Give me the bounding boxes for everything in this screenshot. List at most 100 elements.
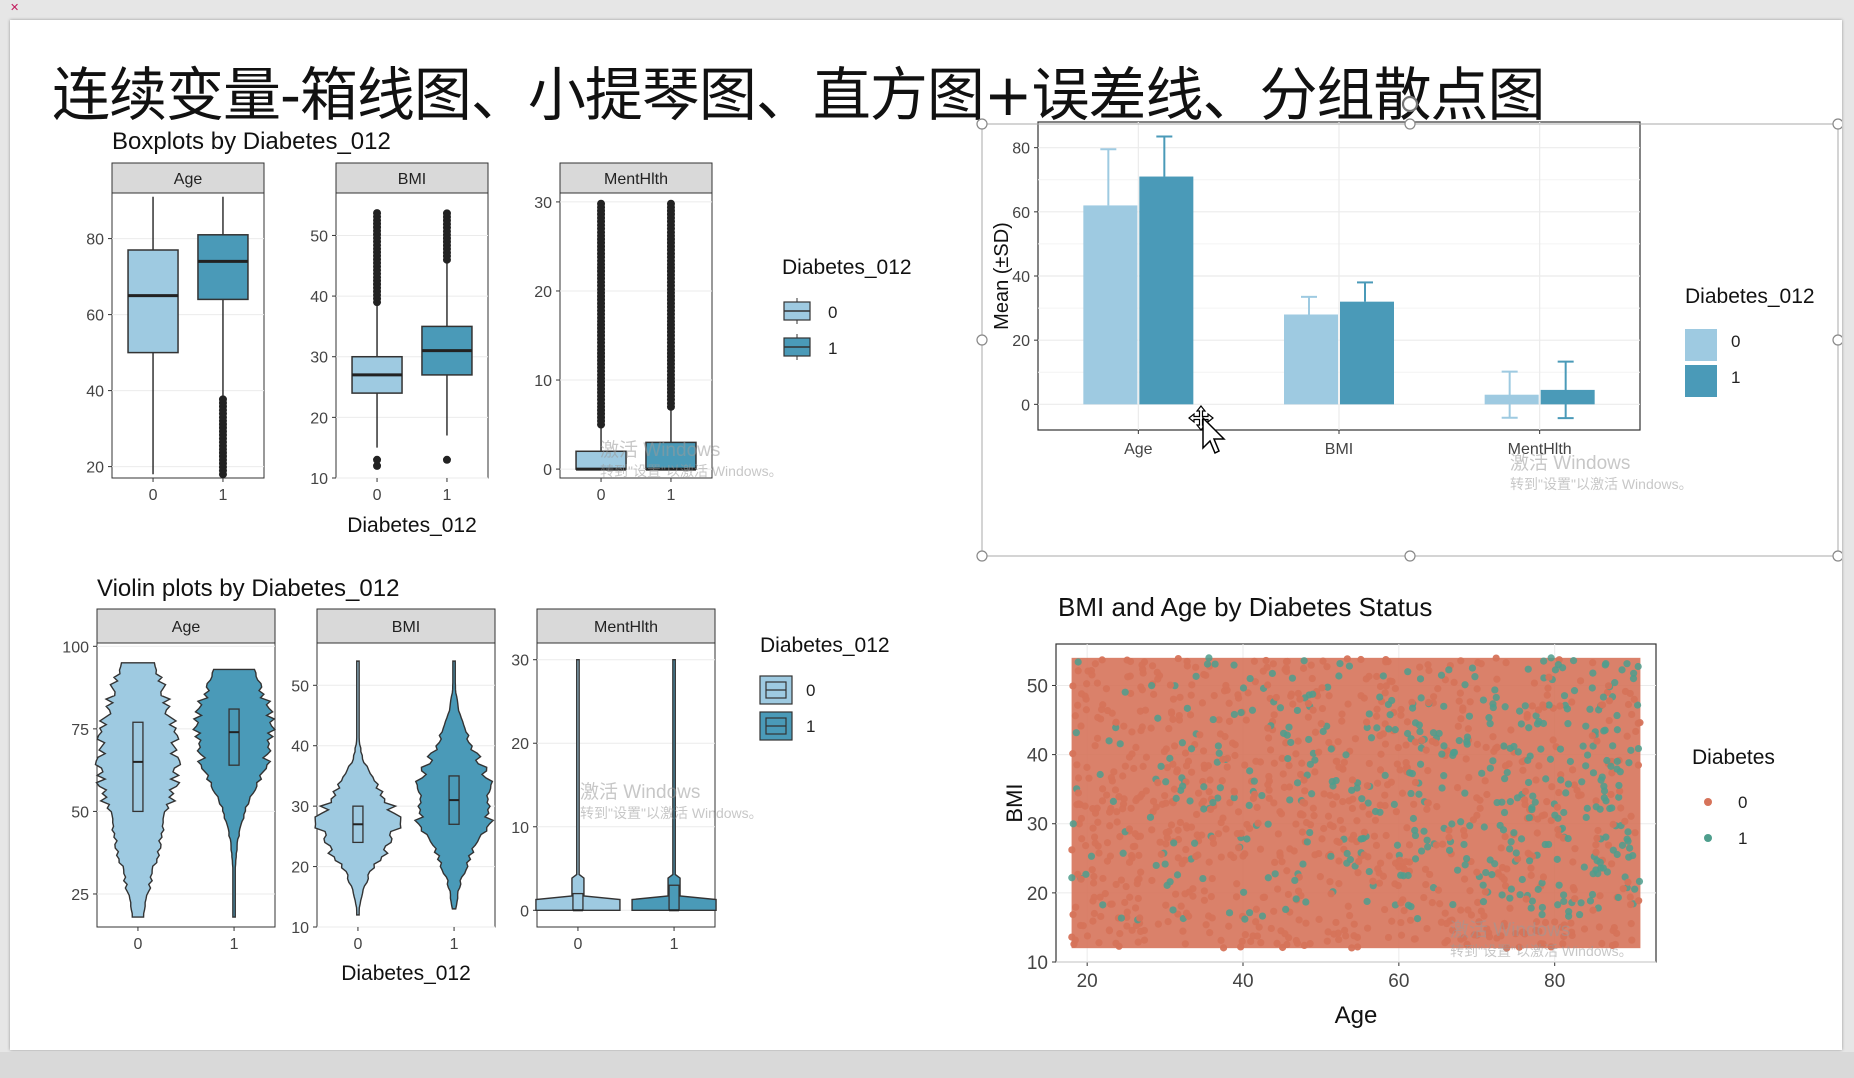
scatter-point-0 [1264,734,1273,742]
selection-handle[interactable] [1404,118,1416,130]
selection-handle[interactable] [976,334,988,346]
scatter-point-0 [1394,743,1402,752]
x-tick-label: 1 [219,487,228,504]
selection-handle[interactable] [976,118,988,130]
scatter-point-0 [1350,920,1358,928]
legend-title: Diabetes_012 [782,256,912,279]
scatter-point-0 [1547,943,1555,951]
scatter-point-1 [1397,871,1405,879]
scatter-point-1 [1404,901,1413,909]
scatter-point-1 [1435,729,1443,738]
scatter-point-0 [1560,932,1568,941]
scatter-point-1 [1162,778,1170,786]
scatter-point-1 [1345,662,1354,670]
scatter-point-1 [1529,792,1537,800]
scatter-point-0 [1568,698,1576,706]
scatter-point-1 [1501,703,1509,711]
scatter-point-1 [1635,877,1644,886]
selection-handle[interactable] [976,550,988,562]
scatter-point-0 [1198,699,1207,707]
outlier-point [597,199,606,208]
scatter-point-0 [1253,803,1261,811]
scatter-point-0 [1077,814,1086,823]
scatter-point-0 [1594,826,1602,835]
scatter-point-0 [1073,761,1081,769]
scatter-point-1 [1564,834,1572,843]
scatter-point-0 [1376,801,1384,809]
scatter-point-0 [1604,682,1613,690]
rotate-handle-icon[interactable] [1401,95,1419,113]
y-tick-label: 20 [1012,333,1030,350]
scatter-point-0 [1225,699,1233,707]
scatter-point-1 [1186,797,1194,805]
scatter-point-0 [1094,842,1102,850]
x-axis-label: Age [1335,1002,1378,1029]
scatter-point-0 [1445,833,1453,842]
scatter-point-0 [1090,833,1099,841]
scatter-point-0 [1128,750,1136,758]
scatter-point-0 [1228,739,1237,747]
scatter-point-0 [1353,943,1362,951]
scatter-point-1 [1556,745,1565,753]
scatter-point-0 [1120,722,1128,730]
scatter-point-0 [1323,663,1331,671]
scatter-point-0 [1344,700,1352,708]
scatter-point-1 [1595,706,1603,714]
scatter-point-0 [1074,667,1082,675]
scatter-point-1 [1146,813,1155,821]
y-tick-label: 20 [1027,884,1048,905]
selection-handle[interactable] [1404,550,1416,562]
scatter-point-0 [1250,657,1258,665]
scatter-point-0 [1202,921,1210,929]
selection-handle[interactable] [1832,334,1842,346]
scatter-point-1 [1517,720,1525,728]
app-icon[interactable]: ✕ [0,0,36,14]
scatter-point-0 [1624,700,1633,709]
bar-chart[interactable]: 0 20 40 60 80 Age BMI MentHlth Mean (±SD) Diabete… [965,92,1842,562]
scatter-point-0 [1533,829,1541,837]
scatter-point-1 [1293,779,1302,787]
facet-panel-bmi: BMI 10 20 30 40 50 0 1 [310,162,489,504]
scatter-point-1 [1623,660,1631,668]
scatter-point-1 [1363,723,1371,732]
scatter-point-0 [1075,820,1083,828]
scatter-point-0 [1532,776,1540,784]
scatter-point-0 [1424,661,1432,669]
scatter-point-0 [1556,702,1564,710]
cursor-move-icon [1188,405,1226,455]
scatter-point-1 [1376,808,1384,816]
selection-handle[interactable] [1832,118,1842,130]
scatter-point-1 [1592,803,1600,811]
violin-shape [535,659,621,911]
scatter-point-0 [1460,875,1469,883]
scatter-point-1 [1413,915,1422,923]
x-tick-label: 20 [1077,971,1098,992]
scatter-point-1 [1364,799,1372,807]
scatter-point-1 [1515,707,1524,715]
scatter-point-0 [1068,846,1076,854]
y-tick-label: 10 [511,820,529,837]
scatter-point-1 [1607,762,1615,770]
scatter-point-1 [1479,696,1488,704]
scatter-point-1 [1577,899,1585,907]
scatter-point-0 [1217,936,1225,944]
scatter-point-0 [1133,880,1141,888]
scatter-point-0 [1511,930,1520,938]
scatter-point-0 [1605,697,1614,705]
scatter-point-0 [1372,841,1381,849]
scatter-point-1 [1633,701,1642,709]
scatter-point-0 [1343,655,1351,663]
scatter-point-1 [1586,897,1595,905]
scatter-point-0 [1416,663,1424,671]
selection-handle[interactable] [1832,550,1842,562]
scatter-point-0 [1422,746,1430,754]
scatter-point-0 [1393,760,1401,768]
scatter-point-1 [1553,855,1561,863]
scatter-point-0 [1095,849,1103,857]
scatter-point-0 [1256,845,1265,853]
scatter-point-0 [1137,868,1145,876]
scatter-point-1 [1285,723,1293,731]
scatter-point-1 [1416,760,1425,768]
scatter-point-1 [1293,706,1302,715]
scatter-point-0 [1377,750,1385,758]
